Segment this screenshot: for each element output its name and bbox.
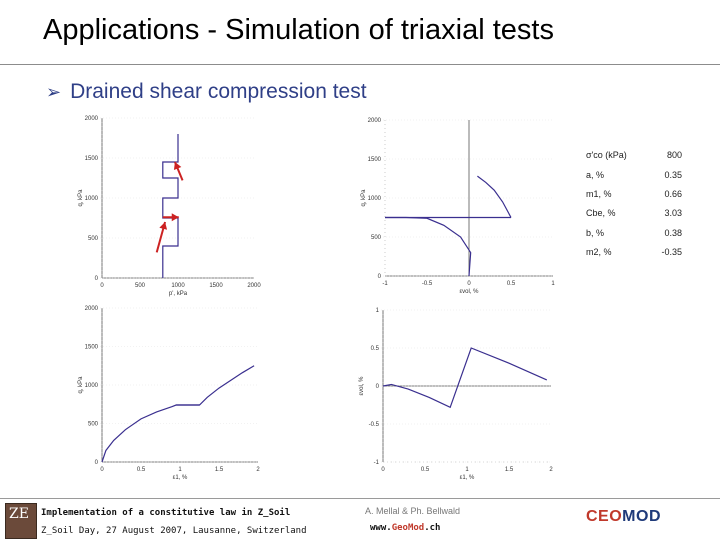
footer-topic: Implementation of a constitutive law in … [41,508,291,518]
param-name: b, % [586,228,605,238]
series-line [162,134,179,278]
param-value: 800 [666,150,682,160]
x-axis-label: εvol, % [459,289,479,295]
series-line [382,347,548,409]
param-value: -0.35 [661,247,682,257]
y-tick-label: -1 [374,460,380,466]
arrow-head-icon [159,222,168,230]
x-axis-label: p', kPa [169,291,188,297]
title-divider [0,64,720,65]
logo-right-a: CEO [586,508,623,525]
y-tick-label: 1000 [85,383,99,389]
y-tick-label: 0 [376,384,380,390]
x-tick-label: 0 [100,467,104,473]
y-tick-label: 2000 [85,116,99,122]
slide-title: Applications - Simulation of triaxial te… [43,14,554,46]
x-tick-label: 1 [465,467,469,473]
param-name: Cbe, % [586,208,616,218]
y-tick-label: 0 [378,274,382,280]
footer-authors: A. Mellal & Ph. Bellwald [365,506,461,516]
y-axis-label: q, kPa [78,189,84,207]
x-tick-label: 0.5 [507,281,516,287]
param-value: 0.38 [664,228,682,238]
arrow-head-icon [173,162,182,170]
param-value: 0.35 [664,170,682,180]
arrow-bullet-icon: ➢ [46,82,62,102]
series-line [101,365,255,463]
y-tick-label: 1000 [368,196,382,202]
footer-website[interactable]: www.GeoMod.ch [370,523,440,533]
param-name: m1, % [586,189,612,199]
x-tick-label: 1 [551,281,555,287]
chart-q-vs-e1: 0 500 1000 1500 2000 0 0.5 1 1.5 2 ε1, % q, kPa [78,306,260,481]
y-tick-label: 0 [95,276,99,282]
x-tick-label: 500 [135,283,146,289]
x-tick-label: 2 [549,467,553,473]
y-tick-label: 1000 [85,196,99,202]
x-tick-label: 2000 [247,283,261,289]
logo-left-text: ZE [9,506,29,522]
x-tick-label: 0 [467,281,471,287]
param-value: 3.03 [664,208,682,218]
x-axis-label: ε1, % [173,475,188,481]
y-axis-label: q, kPa [78,376,84,394]
x-tick-label: 1000 [171,283,185,289]
zsoil-logo: ZE [5,503,37,539]
series-line [385,216,472,277]
y-tick-label: 500 [88,236,99,242]
x-tick-label: 1.5 [505,467,514,473]
arrow-head-icon [171,213,179,222]
chart-evol-vs-e1: -1 -0.5 0 0.5 1 0 0.5 1 1.5 2 ε1, % εvol, % [359,308,553,481]
x-tick-label: 0.5 [137,467,146,473]
x-tick-label: -1 [382,281,388,287]
chart-q-vs-p: 0 500 1000 1500 2000 0 500 1000 1500 2000 p', kPa q… [78,116,261,297]
series-line [477,175,512,218]
y-tick-label: 1500 [368,157,382,163]
x-tick-label: 1500 [209,283,223,289]
y-axis-label: εvol, % [359,376,365,396]
x-tick-label: 0.5 [421,467,430,473]
site-geo: Geo [391,523,408,533]
x-tick-label: -0.5 [422,281,433,287]
y-axis-label: q, kPa [361,189,367,207]
site-suffix: .ch [424,523,441,533]
x-axis-label: ε1, % [460,475,475,481]
y-tick-label: 500 [371,235,382,241]
x-tick-label: 0 [381,467,385,473]
param-name: σ'co (kPa) [586,150,627,160]
y-tick-label: 2000 [368,118,382,124]
y-tick-label: 1 [376,308,380,314]
site-mod: Mod [407,523,425,533]
param-name: m2, % [586,247,612,257]
y-tick-label: 0.5 [371,346,380,352]
x-tick-label: 0 [100,283,104,289]
y-tick-label: 1500 [85,345,99,351]
param-value: 0.66 [664,189,682,199]
chart-q-vs-evol: 0 500 1000 1500 2000 -1 -0.5 0 0.5 1 εvol, % q, kPa [361,118,555,295]
footer-event: Z_Soil Day, 27 August 2007, Lausanne, Sw… [41,526,307,536]
y-tick-label: 2000 [85,306,99,312]
geomod-logo: CEOMOD [586,508,661,526]
logo-right-b: MOD [622,508,661,525]
y-tick-label: 1500 [85,156,99,162]
param-name: a, % [586,170,605,180]
bullet-item: ➢ Drained shear compression test [46,80,367,104]
x-tick-label: 2 [256,467,260,473]
footer-divider [0,498,720,499]
y-tick-label: 0 [95,460,99,466]
y-tick-label: 500 [88,422,99,428]
x-tick-label: 1 [178,467,182,473]
site-prefix: www. [370,523,392,533]
y-tick-label: -0.5 [369,422,380,428]
bullet-text: Drained shear compression test [70,80,367,103]
x-tick-label: 1.5 [215,467,224,473]
